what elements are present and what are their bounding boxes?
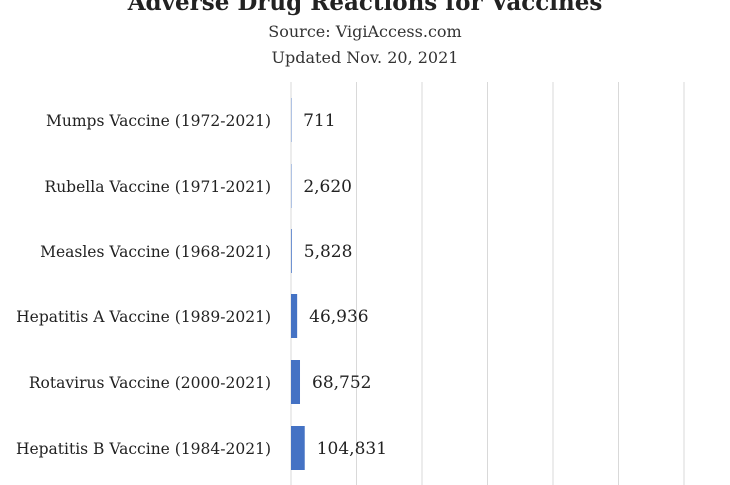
category-label: Mumps Vaccine (1972-2021) xyxy=(46,112,271,130)
data-label: 46,936 xyxy=(309,307,368,327)
bar xyxy=(291,360,301,404)
category-label: Hepatitis A Vaccine (1989-2021) xyxy=(16,308,271,326)
gridlines xyxy=(290,82,685,485)
value-labels: 711 2,620 5,828 46,936 68,752 104,831 xyxy=(303,111,387,459)
category-label: Hepatitis B Vaccine (1984-2021) xyxy=(16,440,271,458)
bar xyxy=(291,426,305,470)
category-labels: Mumps Vaccine (1972-2021) Rubella Vaccine… xyxy=(16,112,271,458)
data-label: 2,620 xyxy=(303,177,352,197)
bar xyxy=(291,229,292,273)
chart-title: Adverse Drug Reactions for Vaccines xyxy=(127,0,603,16)
category-label: Rubella Vaccine (1971-2021) xyxy=(45,178,271,196)
data-label: 68,752 xyxy=(312,373,371,393)
data-label: 5,828 xyxy=(304,242,353,262)
chart-subtitle: Source: VigiAccess.com xyxy=(268,22,461,41)
bar xyxy=(291,294,298,338)
category-label: Rotavirus Vaccine (2000-2021) xyxy=(29,374,271,392)
bars xyxy=(291,98,305,470)
data-label: 711 xyxy=(303,111,335,131)
category-label: Measles Vaccine (1968-2021) xyxy=(40,243,271,261)
chart-updated: Updated Nov. 20, 2021 xyxy=(272,48,459,67)
data-label: 104,831 xyxy=(317,439,387,459)
